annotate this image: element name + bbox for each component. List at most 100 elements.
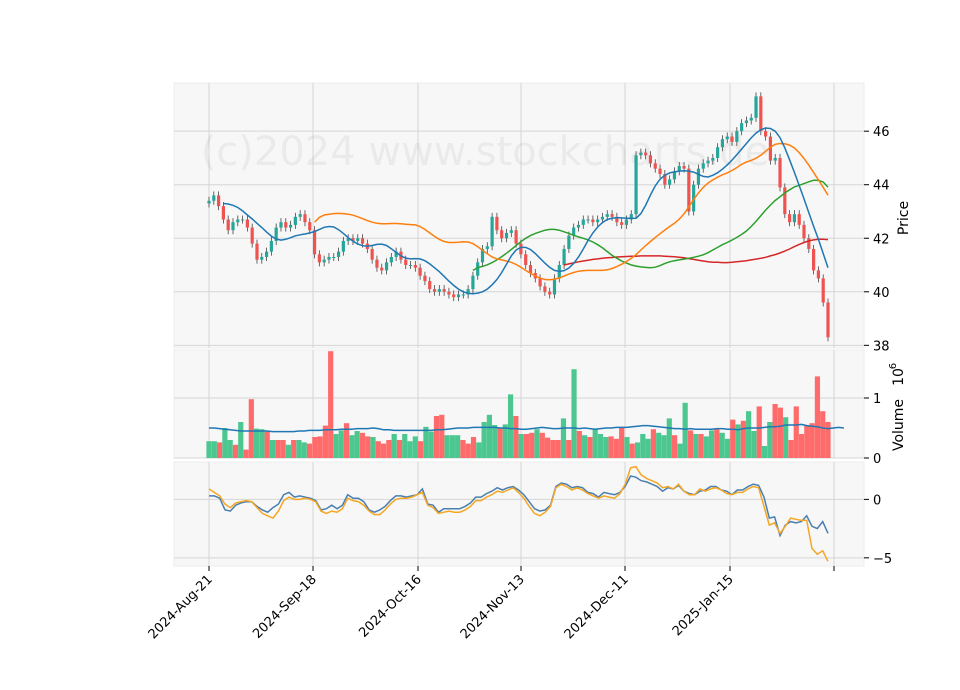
y-tick-label: 0: [873, 493, 881, 508]
candle-body: [668, 179, 672, 185]
candle-body: [519, 243, 523, 255]
volume-bar: [793, 406, 799, 458]
volume-bar: [740, 420, 746, 458]
date-tick-label: 2025-Jan-15: [670, 572, 737, 639]
candle-body: [317, 254, 321, 263]
volume-bar: [650, 429, 657, 458]
volume-bar: [772, 404, 778, 458]
volume-bar: [333, 434, 339, 458]
candle-body: [725, 136, 729, 140]
volume-bar: [820, 411, 826, 458]
volume-bar: [523, 434, 530, 458]
volume-bar: [412, 436, 418, 458]
candle-body: [212, 195, 216, 201]
volume-bar: [455, 435, 461, 458]
candle-body: [264, 251, 269, 257]
candle-body: [322, 259, 326, 263]
candle-body: [620, 222, 624, 225]
candle-body: [504, 232, 509, 239]
candle-body: [461, 294, 465, 296]
volume-bar: [243, 449, 249, 458]
candle-body: [648, 155, 653, 164]
candle-body: [740, 123, 744, 132]
candle-body: [797, 214, 801, 225]
candle-body: [591, 219, 595, 223]
candle-body: [260, 256, 264, 260]
candle-body: [615, 216, 619, 223]
volume-unit-label: 10: [891, 368, 907, 386]
candle-body: [332, 256, 336, 258]
volume-bar: [301, 442, 307, 458]
candle-body: [413, 265, 417, 268]
volume-bar: [566, 440, 572, 458]
volume-bar: [306, 443, 313, 458]
candle-body: [394, 251, 398, 257]
volume-bar: [407, 441, 413, 458]
volume-bar: [634, 442, 641, 458]
volume-bar: [735, 424, 741, 458]
volume-bar: [777, 407, 783, 458]
candle-body: [476, 262, 480, 276]
volume-bar: [518, 434, 524, 458]
volume-bar: [343, 423, 350, 458]
volume-bar: [703, 436, 709, 458]
candle-body: [754, 96, 758, 118]
volume-bar: [608, 436, 614, 458]
candle-body: [437, 289, 441, 292]
candle-body: [576, 224, 581, 228]
candle-body: [572, 227, 576, 236]
candle-body: [677, 165, 681, 172]
volume-bar: [698, 434, 704, 458]
candle-body: [428, 281, 432, 290]
volume-bar: [296, 440, 302, 458]
candle-body: [442, 289, 446, 292]
candle-body: [749, 117, 753, 121]
candle-body: [495, 216, 499, 231]
candle-body: [682, 165, 686, 169]
candle-body: [284, 222, 288, 228]
candle-body: [730, 136, 734, 142]
volume-bar: [269, 440, 276, 458]
candle-body: [418, 267, 422, 276]
candle-body: [653, 163, 657, 169]
candle-body: [605, 214, 609, 217]
ma-fast-line: [223, 127, 829, 295]
volume-bar: [476, 442, 482, 458]
oscillator-panel: [173, 461, 865, 567]
volume-bar: [317, 436, 323, 458]
candle-body: [370, 248, 374, 260]
candle-body: [552, 278, 557, 295]
volume-bar: [312, 437, 318, 458]
candle-body: [812, 248, 816, 271]
candle-body: [231, 222, 235, 231]
candle-body: [802, 224, 806, 239]
candle-body: [432, 289, 437, 292]
volume-bar: [423, 426, 429, 458]
candle-body: [543, 286, 547, 292]
candle-body: [538, 278, 542, 287]
volume-ma-line: [209, 423, 844, 433]
candle-body: [514, 230, 518, 244]
volume-bar: [275, 440, 281, 458]
volume-bar: [592, 429, 598, 458]
volume-bar: [322, 425, 328, 458]
volume-bar: [254, 428, 260, 458]
volume-bar: [661, 435, 667, 458]
candle-body: [548, 291, 552, 295]
volume-bar: [714, 429, 720, 458]
volume-bar: [222, 428, 228, 458]
volume-bar: [380, 443, 387, 458]
candle-body: [644, 152, 648, 156]
volume-bar: [687, 430, 694, 458]
candle-body: [327, 256, 331, 260]
volume-bar: [788, 440, 794, 458]
candle-body: [567, 235, 571, 249]
candle-body: [245, 219, 249, 228]
candle-body: [696, 168, 701, 185]
volume-bar: [619, 428, 625, 458]
candle-body: [356, 238, 360, 241]
volume-bar: [507, 394, 514, 458]
chart-panels: [173, 82, 865, 567]
volume-bar: [449, 435, 455, 458]
volume-bar: [386, 440, 392, 458]
